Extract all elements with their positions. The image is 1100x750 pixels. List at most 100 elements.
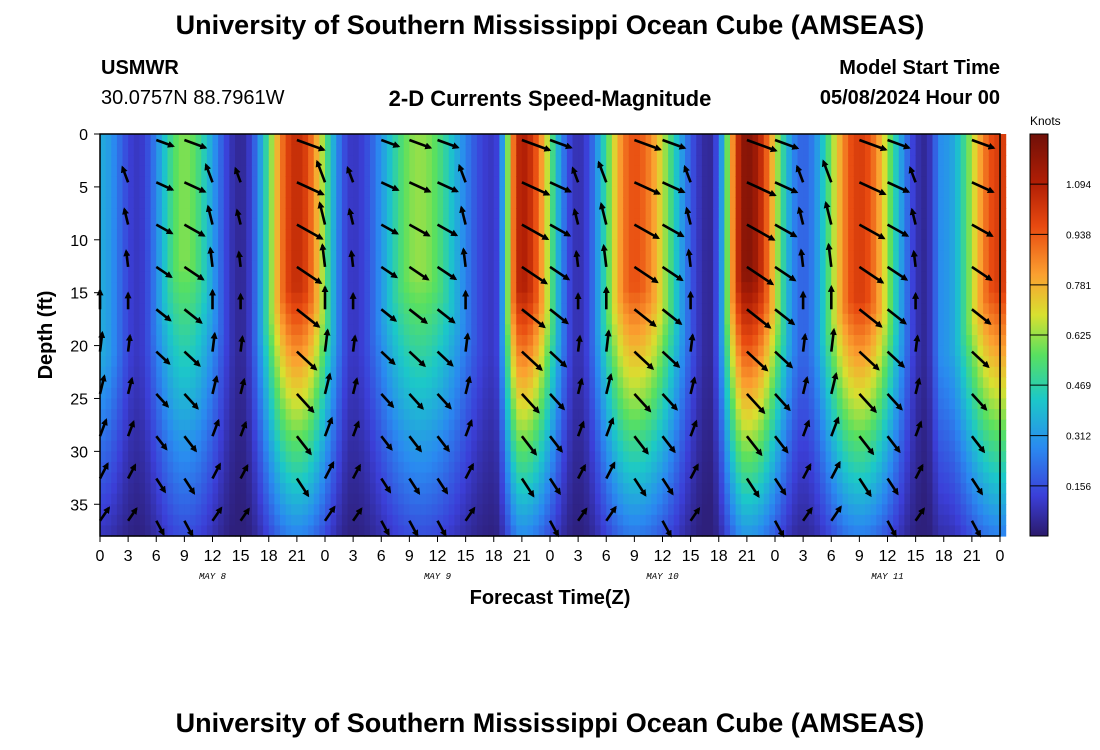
current-vector — [605, 372, 614, 395]
current-vector — [887, 138, 911, 150]
current-vector — [296, 265, 323, 285]
current-vector — [774, 223, 798, 238]
y-tick-label: 25 — [70, 391, 88, 408]
current-vector — [239, 377, 247, 395]
current-vector — [801, 463, 812, 480]
current-vector — [464, 506, 476, 522]
current-vector — [346, 166, 355, 183]
y-tick-label: 0 — [79, 127, 88, 144]
current-vector — [183, 181, 207, 193]
current-vector — [549, 265, 571, 281]
current-vector — [599, 202, 608, 225]
current-vector — [408, 350, 426, 368]
current-vector — [858, 181, 887, 196]
x-tick-label: 18 — [935, 548, 953, 565]
current-vector — [801, 419, 811, 437]
current-vector — [521, 350, 543, 372]
current-vector — [436, 223, 459, 237]
current-vector — [126, 463, 137, 480]
current-vector — [295, 435, 312, 456]
current-vector — [436, 181, 459, 193]
current-vector — [408, 308, 428, 324]
colorbar-tick-label: 0.781 — [1066, 281, 1091, 292]
x-tick-label: 6 — [602, 548, 611, 565]
current-vector — [408, 435, 423, 453]
x-tick-label: 9 — [855, 548, 864, 565]
current-vector — [459, 205, 467, 225]
current-vector — [633, 477, 647, 497]
x-tick-label: 0 — [96, 548, 105, 565]
current-vector — [183, 223, 206, 237]
current-vector — [577, 507, 588, 522]
current-vector — [295, 477, 310, 498]
current-vector — [914, 507, 925, 522]
colorbar: Knots 0.156 0.312 0.469 0.625 0.781 0.938 1.09… — [1029, 114, 1091, 537]
current-vector — [971, 308, 992, 325]
y-tick-label: 30 — [70, 444, 88, 461]
current-vector — [155, 393, 170, 408]
current-vector — [122, 207, 130, 225]
current-vector — [236, 250, 243, 268]
current-vector — [886, 393, 903, 411]
current-vector — [380, 520, 390, 537]
current-vector — [204, 163, 214, 183]
y-tick-label: 5 — [79, 180, 88, 197]
x-tick-label: 12 — [879, 548, 897, 565]
x-tick-label: 21 — [288, 548, 306, 565]
current-vector — [315, 159, 327, 183]
current-vector — [571, 166, 580, 183]
current-vector — [661, 350, 681, 369]
current-vector — [774, 265, 797, 282]
current-vector — [633, 181, 662, 195]
current-vector — [886, 350, 906, 368]
current-vector — [408, 393, 424, 410]
page-title: University of Southern Mississippi Ocean… — [175, 10, 925, 40]
current-vector — [661, 223, 685, 238]
footer-title: University of Southern Mississippi Ocean… — [175, 708, 925, 738]
current-vector — [464, 419, 473, 437]
current-vector — [211, 506, 223, 522]
current-vector — [296, 308, 321, 328]
x-axis: 0 3 6 9 12 15 18 21 0 3 6 9 12 15 18 21 0 3 6 9 12 15 18 21 0 3 6 9… — [96, 536, 1005, 582]
current-vector — [604, 329, 612, 352]
current-vector — [689, 419, 698, 437]
current-vector — [183, 477, 196, 495]
current-vector — [914, 463, 924, 480]
current-vector — [600, 243, 608, 268]
x-tick-label: 9 — [180, 548, 189, 565]
current-vector — [908, 166, 917, 183]
current-vector — [436, 435, 450, 453]
current-vector — [520, 477, 535, 498]
current-vector — [825, 242, 833, 268]
station-id: USMWR — [101, 57, 179, 79]
current-vector — [211, 375, 219, 395]
current-vector — [549, 223, 572, 237]
current-vector — [98, 418, 108, 437]
current-vector — [183, 520, 194, 538]
current-vector — [380, 393, 395, 409]
current-vector — [549, 350, 568, 368]
current-vector — [746, 265, 775, 286]
product-title: 2-D Currents Speed-Magnitude — [388, 86, 712, 111]
day-label: MAY 11 — [871, 572, 903, 582]
current-vector — [352, 507, 363, 522]
current-vector — [351, 463, 362, 480]
colorbar-tick-label: 0.625 — [1066, 331, 1091, 342]
current-vector — [689, 506, 701, 522]
current-vector — [323, 461, 335, 480]
x-axis-title: Forecast Time(Z) — [470, 587, 631, 609]
current-vector — [323, 328, 331, 352]
current-vector — [319, 243, 327, 268]
current-vector — [436, 393, 452, 410]
current-vector — [211, 462, 222, 480]
current-vector — [295, 393, 315, 414]
current-vector — [801, 332, 808, 352]
current-vector — [970, 477, 983, 496]
x-tick-label: 6 — [827, 548, 836, 565]
station-coords: 30.0757N 88.7961W — [101, 87, 285, 109]
current-vector — [746, 138, 778, 153]
colorbar-tick-label: 0.312 — [1066, 432, 1091, 443]
current-vector — [464, 462, 475, 480]
current-vector — [323, 372, 333, 395]
current-vector — [683, 164, 692, 183]
